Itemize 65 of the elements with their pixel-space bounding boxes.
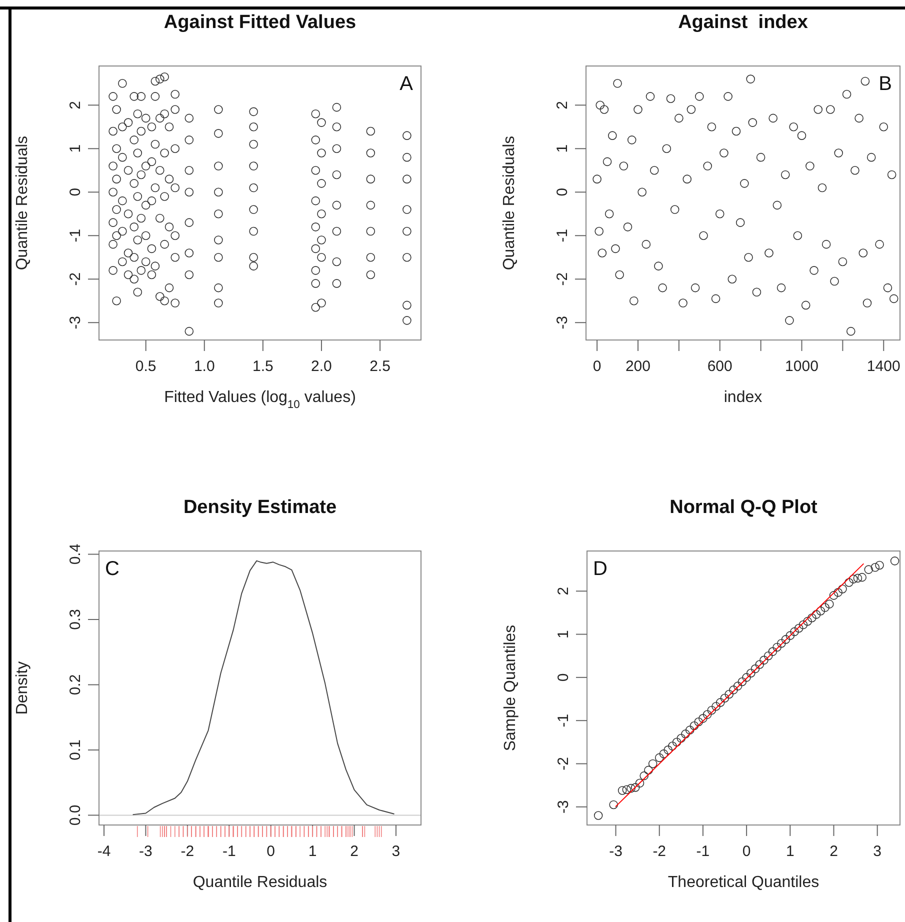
y-tick-label: -3: [554, 316, 571, 330]
x-tick-label: 1400: [866, 358, 900, 375]
x-tick-label: -1: [696, 843, 710, 860]
chart-title: Against Fitted Values: [164, 12, 356, 33]
y-axis-title: Quantile Residuals: [14, 136, 31, 270]
y-tick-label: -1: [554, 228, 571, 242]
y-tick-label: 0.2: [67, 674, 84, 696]
annotation: C: [105, 558, 120, 580]
annotation: D: [593, 558, 608, 580]
y-tick-label: 1: [67, 144, 84, 153]
x-tick-label: 1.0: [194, 358, 215, 375]
x-tick-label: 1.5: [252, 358, 274, 375]
y-tick-label: -3: [67, 316, 84, 330]
x-axis-title: Quantile Residuals: [192, 874, 328, 891]
x-tick-label: 0: [742, 843, 751, 860]
x-tick-label: -4: [97, 843, 111, 860]
y-axis-title: Density: [14, 661, 31, 715]
y-tick-label: 1: [554, 144, 571, 153]
x-tick-label: 200: [625, 358, 651, 375]
y-tick-label: -2: [555, 757, 572, 770]
y-tick-label: -1: [67, 228, 84, 242]
x-tick-label: -2: [180, 843, 194, 860]
y-tick-label: 0.1: [67, 740, 84, 760]
x-tick-label: -2: [652, 843, 666, 860]
chart-title: Against index: [678, 12, 808, 33]
x-axis-title: Theoretical Quantiles: [668, 874, 820, 891]
y-tick-label: 0: [555, 673, 572, 682]
x-tick-label: 3: [873, 843, 882, 860]
y-tick-label: 0: [554, 188, 571, 196]
chart-title: Normal Q-Q Plot: [670, 497, 818, 518]
y-tick-label: 2: [555, 586, 572, 596]
y-tick-label: -2: [67, 272, 84, 286]
x-tick-label: 2.5: [370, 358, 390, 375]
annotation: A: [400, 73, 414, 95]
x-axis-title: index: [724, 389, 762, 406]
x-tick-label: -3: [609, 843, 622, 860]
y-axis-title: Quantile Residuals: [501, 136, 518, 270]
y-tick-label: 0.4: [67, 544, 84, 565]
y-tick-label: -1: [555, 714, 572, 728]
x-tick-label: -1: [222, 843, 236, 860]
x-tick-label: 2: [350, 843, 358, 860]
y-tick-label: 0: [67, 188, 84, 196]
x-tick-label: 2.0: [311, 358, 332, 375]
y-axis-title: Sample Quantiles: [502, 624, 519, 752]
y-tick-label: 1: [555, 630, 572, 638]
y-tick-label: -3: [555, 800, 572, 814]
line-series: [132, 560, 394, 816]
x-tick-label: 600: [707, 358, 732, 375]
y-tick-label: -2: [554, 272, 571, 286]
x-tick-label: 3: [392, 843, 400, 860]
x-tick-label: 1000: [785, 358, 818, 375]
x-tick-label: -3: [139, 843, 152, 860]
x-tick-label: 1: [786, 843, 794, 860]
x-axis-title: Fitted Values (log$_{10}$ values): [164, 389, 356, 411]
x-tick-label: 1: [308, 843, 317, 860]
annotation: B: [878, 73, 892, 95]
x-tick-label: 2: [830, 843, 838, 860]
y-tick-label: 0.0: [67, 804, 84, 826]
y-tick-label: 2: [554, 100, 571, 110]
x-tick-label: 0.5: [135, 358, 156, 375]
y-tick-label: 2: [67, 100, 84, 110]
y-tick-label: 0.3: [67, 609, 84, 630]
chart-title: Density Estimate: [183, 497, 337, 518]
x-tick-label: 0: [266, 843, 276, 860]
x-tick-label: 0: [592, 358, 602, 375]
